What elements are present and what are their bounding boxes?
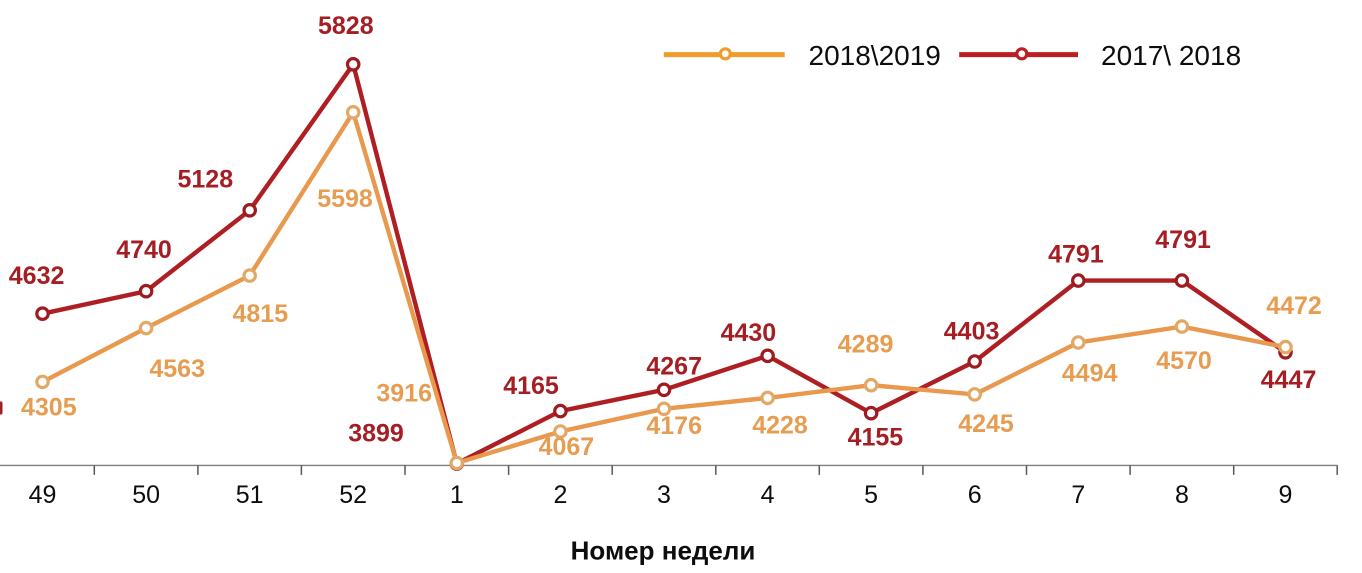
svg-text:4563: 4563 bbox=[149, 355, 205, 383]
svg-text:4165: 4165 bbox=[503, 372, 559, 400]
svg-text:3916: 3916 bbox=[376, 379, 432, 407]
svg-text:4791: 4791 bbox=[1048, 241, 1104, 269]
svg-text:4067: 4067 bbox=[539, 433, 595, 461]
svg-text:50: 50 bbox=[132, 481, 160, 509]
svg-text:4447: 4447 bbox=[1261, 366, 1317, 394]
svg-text:4155: 4155 bbox=[848, 423, 904, 451]
svg-text:52: 52 bbox=[339, 481, 367, 509]
svg-text:5598: 5598 bbox=[317, 185, 373, 213]
svg-text:Номер недели: Номер недели bbox=[571, 536, 756, 566]
svg-text:7: 7 bbox=[1071, 481, 1085, 509]
svg-text:4305: 4305 bbox=[21, 393, 77, 421]
svg-text:4632: 4632 bbox=[9, 262, 65, 290]
svg-text:4430: 4430 bbox=[721, 319, 777, 347]
svg-text:5828: 5828 bbox=[318, 12, 374, 40]
svg-text:5128: 5128 bbox=[177, 165, 233, 193]
svg-text:4570: 4570 bbox=[1156, 347, 1212, 375]
svg-text:4176: 4176 bbox=[646, 412, 702, 440]
svg-text:5: 5 bbox=[864, 481, 878, 509]
svg-text:4740: 4740 bbox=[116, 236, 172, 264]
svg-text:4791: 4791 bbox=[1155, 226, 1211, 254]
svg-text:4267: 4267 bbox=[646, 352, 702, 380]
svg-text:3899: 3899 bbox=[348, 419, 404, 447]
svg-text:49: 49 bbox=[29, 481, 57, 509]
svg-text:4289: 4289 bbox=[838, 330, 894, 358]
svg-text:1: 1 bbox=[450, 481, 464, 509]
svg-text:4403: 4403 bbox=[944, 317, 1000, 345]
svg-text:2018\2019: 2018\2019 bbox=[809, 40, 941, 71]
svg-text:51: 51 bbox=[236, 481, 264, 509]
svg-text:4494: 4494 bbox=[1062, 360, 1118, 388]
svg-text:4472: 4472 bbox=[1266, 292, 1322, 320]
svg-text:2: 2 bbox=[553, 481, 567, 509]
svg-text:2017\ 2018: 2017\ 2018 bbox=[1101, 40, 1241, 71]
svg-text:8: 8 bbox=[1175, 481, 1189, 509]
svg-text:6: 6 bbox=[968, 481, 982, 509]
svg-text:4815: 4815 bbox=[232, 300, 288, 328]
svg-text:4245: 4245 bbox=[958, 410, 1014, 438]
svg-text:4: 4 bbox=[761, 481, 775, 509]
svg-text:3: 3 bbox=[657, 481, 671, 509]
svg-text:4228: 4228 bbox=[752, 412, 808, 440]
svg-text:9: 9 bbox=[1279, 481, 1293, 509]
